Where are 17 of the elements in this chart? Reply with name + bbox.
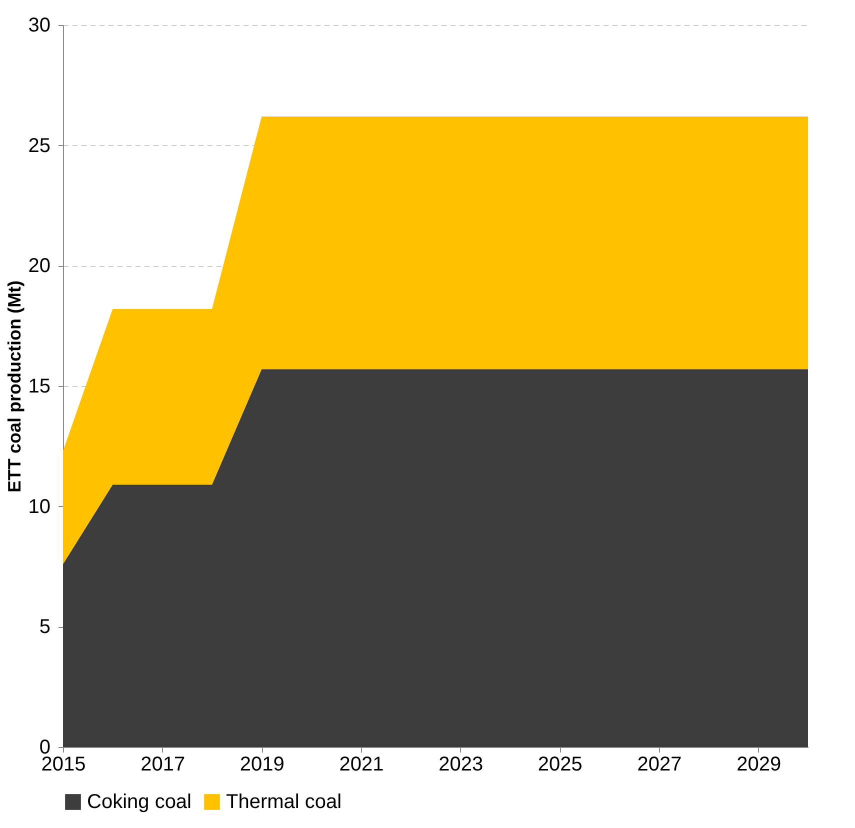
y-tick-label: 15 [28, 376, 50, 398]
y-tick-label: 25 [28, 134, 50, 157]
x-tick-label: 2027 [637, 754, 682, 776]
y-axis-title: ETT coal production (Mt) [4, 280, 24, 492]
y-tick-label: 10 [28, 496, 50, 518]
y-tick-label: 20 [28, 255, 50, 278]
legend-label: Coking coal [87, 791, 192, 813]
x-tick-label: 2025 [538, 754, 582, 776]
x-tick-label: 2029 [736, 754, 782, 776]
x-tick-label: 2021 [339, 754, 384, 776]
x-tick-label: 2019 [240, 754, 284, 776]
x-tick-label: 2015 [41, 754, 86, 776]
x-tick-label: 2017 [140, 754, 186, 776]
y-tick-label: 30 [28, 14, 50, 36]
x-tick-label: 2023 [438, 754, 484, 776]
y-tick-label: 5 [39, 616, 50, 638]
legend-label: Thermal coal [226, 791, 342, 813]
